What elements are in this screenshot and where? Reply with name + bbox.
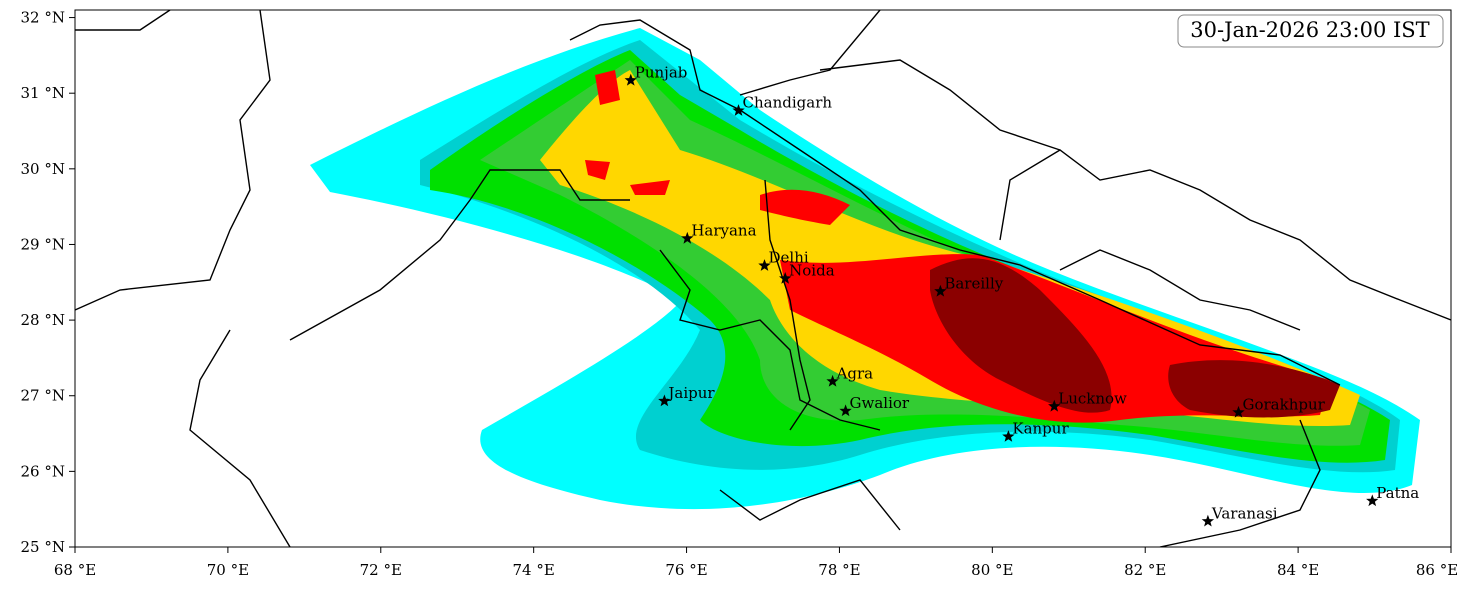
city-label: Noida (789, 262, 835, 280)
y-tick-label: 28 °N (21, 311, 65, 329)
y-tick-label: 25 °N (21, 538, 65, 556)
city-marker (1232, 405, 1245, 418)
x-tick-label: 82 °E (1124, 561, 1166, 579)
city-marker (1002, 430, 1015, 442)
x-tick-label: 70 °E (207, 561, 249, 579)
timestamp: 30-Jan-2026 23:00 IST (1190, 18, 1429, 42)
city-marker (658, 394, 671, 407)
city-marker (681, 231, 694, 244)
rainfall-field (75, 10, 1451, 547)
x-tick-label: 72 °E (360, 561, 402, 579)
x-tick-label: 84 °E (1277, 561, 1319, 579)
city-marker (826, 374, 839, 387)
city-label: Jaipur (666, 384, 715, 402)
y-tick-label: 31 °N (21, 84, 65, 102)
x-tick-label: 74 °E (513, 561, 555, 579)
city-marker (934, 284, 947, 297)
city-marker (758, 259, 771, 271)
timestamp-box (1177, 14, 1444, 48)
y-tick-label: 30 °N (21, 160, 65, 178)
city-label: Bareilly (944, 274, 1003, 292)
city-label: Gorakhpur (1242, 395, 1325, 413)
y-tick-label: 27 °N (21, 387, 65, 405)
city-label: Chandigarh (743, 94, 833, 112)
city-marker (839, 404, 852, 417)
city-label: Gwalior (850, 394, 910, 412)
map-frame (74, 9, 1452, 548)
x-tick-label: 78 °E (818, 561, 860, 579)
city-marker (1048, 399, 1061, 412)
x-tick-label: 80 °E (971, 561, 1013, 579)
city-label: Kanpur (1012, 420, 1069, 438)
y-tick-label: 29 °N (21, 235, 65, 253)
x-tick-label: 68 °E (54, 561, 96, 579)
city-label: Haryana (691, 221, 756, 239)
rain-red-nw (585, 70, 850, 225)
city-label: Varanasi (1211, 504, 1278, 522)
borders (75, 10, 1451, 547)
city-marker (732, 104, 745, 116)
x-tick-label: 86 °E (1416, 561, 1458, 579)
axes: 68 °E 70 °E 72 °E 74 °E 76 °E 78 °E 80 °E 82 °E… (21, 9, 1459, 579)
rain-darkred (930, 258, 1340, 418)
city-label: Punjab (635, 63, 688, 81)
city-label: Delhi (769, 249, 809, 267)
city-label: Lucknow (1058, 389, 1127, 407)
city-label: Agra (836, 364, 874, 382)
city-label: Patna (1376, 484, 1419, 502)
y-tick-label: 26 °N (21, 462, 65, 480)
city-marker (1366, 494, 1379, 507)
y-tick-label: 32 °N (21, 9, 65, 27)
city-marker (779, 272, 792, 284)
city-marker (1201, 514, 1215, 527)
city-marker (624, 73, 637, 86)
x-tick-label: 76 °E (665, 561, 707, 579)
